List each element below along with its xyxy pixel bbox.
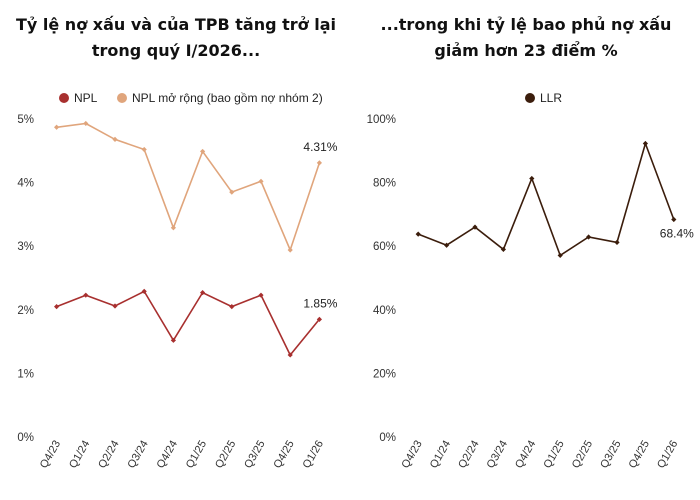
chart-title-right-line-2: giảm hơn 23 điểm % — [434, 41, 618, 60]
data-point — [316, 160, 322, 166]
x-tick-label: Q2/25 — [570, 439, 595, 471]
data-point — [141, 146, 147, 153]
y-tick-label: 20% — [373, 368, 396, 380]
data-point — [141, 288, 147, 294]
data-point — [112, 303, 118, 309]
x-tick-label: Q4/24 — [513, 439, 538, 471]
data-point — [258, 178, 264, 184]
x-tick-label: Q1/25 — [184, 439, 209, 471]
x-tick-label: Q2/24 — [96, 439, 121, 471]
data-point — [642, 140, 648, 147]
data-point — [54, 304, 60, 310]
data-point — [472, 224, 478, 230]
x-tick-label: Q1/24 — [428, 439, 453, 471]
legend-marker — [525, 93, 535, 103]
data-label: 1.85% — [303, 296, 337, 310]
data-point — [529, 175, 535, 182]
y-tick-label: 60% — [373, 241, 396, 253]
x-tick-label: Q1/24 — [67, 439, 92, 471]
data-point — [83, 292, 89, 298]
x-tick-label: Q4/23 — [399, 439, 424, 471]
x-tick-label: Q2/25 — [213, 439, 238, 471]
chart-title-left-line-2: trong quý I/2026... — [91, 41, 261, 60]
data-point — [170, 337, 176, 343]
data-point — [500, 246, 506, 252]
series-line — [56, 122, 321, 253]
data-point — [112, 136, 118, 142]
x-tick-label: Q1/26 — [655, 439, 680, 471]
x-tick-label: Q3/24 — [485, 439, 510, 471]
x-tick-label: Q4/24 — [155, 439, 180, 471]
series-line — [417, 140, 675, 257]
legend-label: LLR — [540, 91, 562, 105]
data-point — [83, 120, 89, 127]
y-tick-label: 0% — [17, 432, 34, 444]
chart-title-right-line-1: ...trong khi tỷ lệ bao phủ nợ xấu — [380, 15, 672, 34]
y-tick-label: 40% — [373, 305, 396, 317]
data-point — [229, 304, 235, 310]
data-point — [586, 234, 592, 240]
data-point — [229, 189, 235, 195]
data-label: 68.4% — [660, 226, 694, 240]
data-point — [287, 247, 293, 253]
y-tick-label: 5% — [17, 114, 34, 126]
legend-marker — [59, 93, 69, 103]
x-tick-label: Q1/26 — [301, 439, 326, 471]
data-point — [671, 216, 677, 223]
y-tick-label: 4% — [17, 178, 34, 190]
data-point — [444, 242, 450, 248]
x-tick-label: Q3/25 — [242, 439, 267, 471]
chart-title-left: Tỷ lệ nợ xấu và của TPB tăng trở lại tro… — [6, 12, 346, 64]
data-point — [287, 352, 293, 358]
x-tick-label: Q4/25 — [271, 439, 296, 471]
x-tick-label: Q4/23 — [38, 439, 63, 471]
legend-label: NPL — [74, 91, 98, 105]
y-tick-label: 100% — [367, 114, 396, 126]
chart-title-left-line-1: Tỷ lệ nợ xấu và của TPB tăng trở lại — [15, 15, 337, 34]
x-tick-label: Q2/24 — [456, 439, 481, 471]
x-tick-label: Q3/24 — [125, 439, 150, 471]
data-label: 4.31% — [303, 140, 337, 154]
data-point — [258, 292, 264, 298]
data-point — [54, 124, 60, 130]
x-tick-label: Q3/25 — [598, 439, 623, 471]
data-point — [170, 225, 176, 231]
y-tick-label: 3% — [17, 241, 34, 253]
data-point — [415, 231, 421, 237]
legend-marker — [117, 93, 127, 103]
data-point — [557, 252, 563, 259]
data-point — [200, 290, 206, 296]
x-tick-label: Q1/25 — [541, 439, 566, 471]
data-point — [200, 148, 206, 155]
x-tick-label: Q4/25 — [627, 439, 652, 471]
y-tick-label: 80% — [373, 178, 396, 190]
legend-label: NPL mở rộng (bao gồm nợ nhóm 2) — [132, 91, 323, 105]
data-point — [316, 316, 322, 322]
data-point — [614, 239, 620, 245]
chart-title-right: ...trong khi tỷ lệ bao phủ nợ xấu giảm h… — [356, 12, 696, 64]
y-tick-label: 1% — [17, 368, 34, 380]
series-line — [56, 290, 321, 357]
y-tick-label: 2% — [17, 305, 34, 317]
y-tick-label: 0% — [379, 432, 396, 444]
